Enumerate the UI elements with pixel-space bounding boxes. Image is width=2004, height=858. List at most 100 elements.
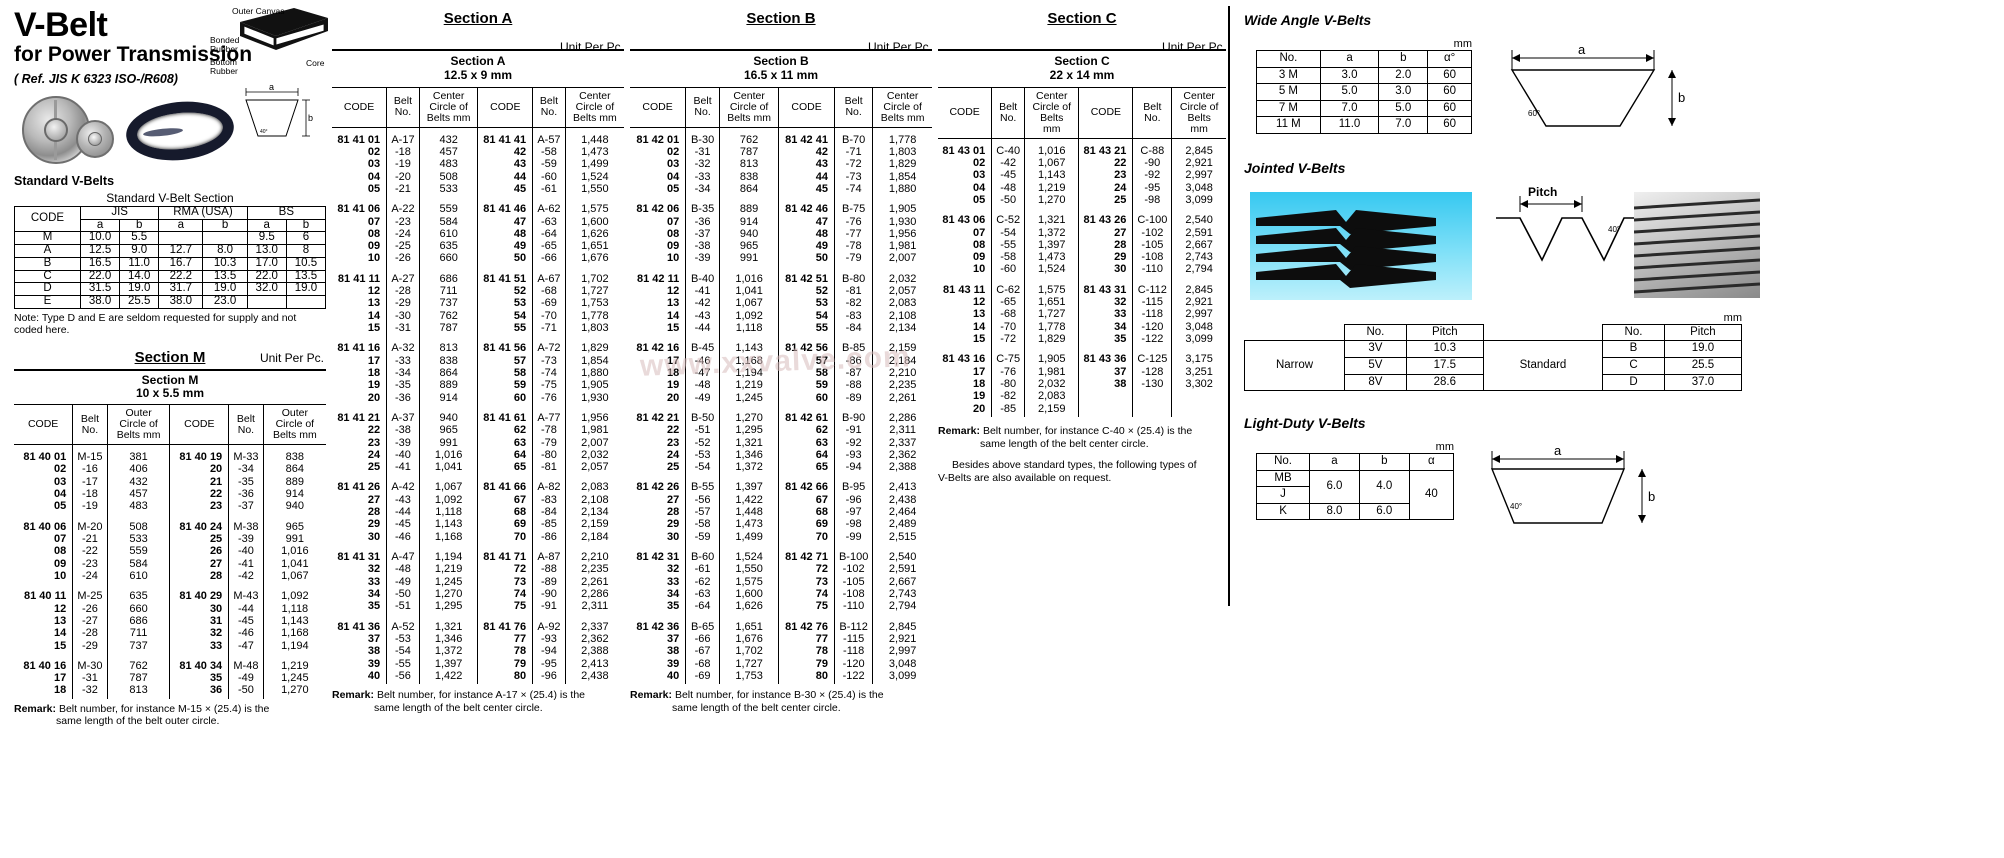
table-cell: K bbox=[1255, 502, 1311, 521]
table-cell: 04 bbox=[973, 181, 986, 194]
table-cell: 533 bbox=[418, 182, 478, 198]
table-cell: -29 bbox=[386, 297, 420, 310]
table-cell: 28 bbox=[666, 506, 680, 519]
table-cell: 22.0 bbox=[246, 269, 287, 284]
column-header: Belt No. bbox=[833, 86, 873, 128]
table-cell: -52 bbox=[685, 436, 720, 449]
table-cell: 09 bbox=[666, 240, 680, 253]
table-row: D 31.5 19.0 31.7 19.0 32.0 19.0 bbox=[14, 282, 327, 297]
table-cell: 67 bbox=[477, 493, 533, 507]
table-cell: -108 bbox=[1132, 251, 1172, 264]
table-cell: 10 bbox=[53, 569, 67, 582]
table-row: 33 -62 1,575 73 -105 2,667 bbox=[630, 575, 932, 588]
table-cell: -82 bbox=[991, 390, 1025, 403]
table-cell: 81 41 16 bbox=[337, 342, 381, 355]
table-cell: 2,743 bbox=[872, 587, 932, 601]
table-cell: 737 bbox=[106, 639, 170, 654]
table-cell: -35 bbox=[228, 475, 264, 489]
table-cell: 1,321 bbox=[418, 614, 478, 633]
section-a-remark: Remark: Belt number, for instance A-17 ×… bbox=[332, 689, 624, 714]
table-cell: 81 41 61 bbox=[477, 405, 533, 425]
table-cell: 35 bbox=[1078, 333, 1133, 348]
table-cell: 23 bbox=[367, 436, 381, 449]
table-cell: 63 bbox=[778, 436, 835, 449]
table-cell: 13 bbox=[53, 614, 67, 627]
table-cell: -67 bbox=[685, 645, 720, 658]
table-cell: B-40 bbox=[685, 266, 720, 286]
table-cell: C-62 bbox=[991, 277, 1025, 297]
table-cell: -81 bbox=[532, 461, 566, 476]
table-row: 28 -57 1,448 68 -97 2,464 bbox=[630, 506, 932, 519]
table-cell: 1,651 bbox=[1024, 296, 1079, 309]
table-cell: 2,134 bbox=[872, 322, 932, 337]
section-c-unit: Unit Per Pc. bbox=[1161, 40, 1226, 54]
table-row: 05 -21 533 45 -61 1,550 bbox=[332, 182, 624, 198]
table-cell: 940 bbox=[718, 227, 779, 241]
table-cell: 81 42 26 bbox=[636, 481, 680, 494]
table-cell: 03 bbox=[973, 169, 986, 182]
table-cell: -90 bbox=[1132, 156, 1172, 170]
table-cell: A-22 bbox=[386, 197, 420, 216]
table-cell: 67 bbox=[778, 493, 835, 507]
table-cell: 457 bbox=[106, 488, 170, 501]
table-cell: -74 bbox=[833, 182, 873, 198]
table-row: 35 -51 1,295 75 -91 2,311 bbox=[332, 600, 624, 615]
table-cell: 79 bbox=[778, 657, 835, 670]
table-row: 38 -54 1,372 78 -94 2,388 bbox=[332, 645, 624, 658]
table-cell: 1,753 bbox=[718, 669, 779, 685]
table-row: 24 -53 1,346 64 -93 2,362 bbox=[630, 448, 932, 462]
table-cell: 1,626 bbox=[564, 227, 624, 241]
table-cell: 72 bbox=[778, 563, 835, 576]
table-cell: 635 bbox=[418, 240, 478, 253]
table-cell: -71 bbox=[532, 322, 566, 337]
table-cell: 16.7 bbox=[158, 256, 204, 271]
table-cell: 2,591 bbox=[1171, 226, 1226, 239]
table-cell: -26 bbox=[72, 602, 108, 615]
table-cell: 1,448 bbox=[718, 506, 779, 519]
table-cell: A-67 bbox=[532, 266, 566, 286]
table-cell: 864 bbox=[718, 182, 779, 198]
column-header: a bbox=[1309, 453, 1360, 471]
table-cell: -65 bbox=[532, 240, 566, 253]
svg-text:b: b bbox=[1678, 90, 1685, 105]
table-cell: -24 bbox=[72, 569, 108, 585]
table-cell: 74 bbox=[477, 587, 533, 601]
table-cell: -39 bbox=[228, 533, 264, 546]
table-cell: 58 bbox=[477, 366, 533, 380]
table-row: 81 42 36 B-65 1,651 81 42 76 B-112 2,845 bbox=[630, 614, 932, 633]
table-body: 81 41 01 A-17 432 81 41 41 A-57 1,448 02 -18 457… bbox=[332, 127, 624, 685]
table-cell: 43 bbox=[477, 158, 533, 171]
table-cell: -32 bbox=[72, 684, 108, 699]
table-cell: -44 bbox=[228, 602, 264, 615]
ribbed-belt-photo bbox=[1634, 191, 1760, 298]
table-cell: 1,626 bbox=[718, 600, 779, 615]
table-cell: -102 bbox=[1132, 226, 1172, 239]
table-cell: -27 bbox=[72, 614, 108, 628]
table-cell: 2,362 bbox=[872, 448, 932, 462]
table-cell: -66 bbox=[532, 252, 566, 267]
subheader-bs-b: b bbox=[285, 218, 327, 233]
table-cell: 7.0 bbox=[1378, 116, 1429, 134]
table-cell: 5.0 bbox=[1319, 83, 1380, 101]
standard-section-table: CODE JIS RMA (USA) BS a b a b a b M 10.0 5… bbox=[14, 205, 327, 309]
table-cell: 45 bbox=[477, 182, 533, 198]
table-cell: 12 bbox=[973, 296, 986, 309]
table-cell: 12 bbox=[666, 285, 680, 298]
section-c-subtitle-2: 22 x 14 mm bbox=[1049, 67, 1115, 82]
table-cell: B bbox=[1602, 340, 1665, 358]
table-row: 32 -48 1,219 72 -88 2,235 bbox=[332, 563, 624, 576]
table-cell: 533 bbox=[106, 533, 170, 546]
table-cell: 2,667 bbox=[1171, 238, 1226, 252]
table-cell: -36 bbox=[386, 391, 420, 406]
table-cell: A-47 bbox=[386, 545, 420, 564]
table-cell: 2,235 bbox=[564, 563, 624, 576]
table-cell: 7 M bbox=[1256, 99, 1321, 118]
table-cell: -49 bbox=[228, 672, 264, 685]
table-cell: 1,168 bbox=[418, 530, 478, 546]
table-cell: 34 bbox=[666, 587, 680, 600]
table-cell: -115 bbox=[1132, 296, 1172, 309]
table-cell: M-48 bbox=[228, 653, 264, 673]
table-cell: 2,921 bbox=[872, 632, 932, 646]
table-cell: 1,067 bbox=[718, 297, 779, 310]
